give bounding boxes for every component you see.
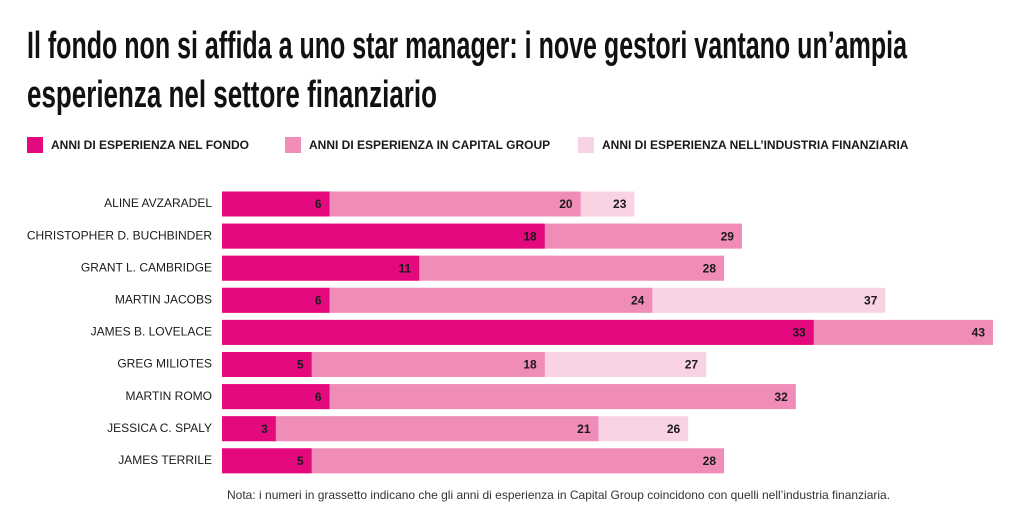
value-label: 23 <box>613 197 627 211</box>
category-label: MARTIN JACOBS <box>115 292 212 306</box>
category-label: JAMES TERRILE <box>118 453 212 467</box>
category-label: GRANT L. CAMBRIDGE <box>81 260 212 274</box>
category-label: GREG MILIOTES <box>117 357 212 371</box>
bar <box>222 448 312 474</box>
category-label: JESSICA C. SPALY <box>107 421 212 435</box>
category-label: JAMES B. LOVELACE <box>91 325 212 339</box>
value-label: 6 <box>315 293 322 307</box>
legend-swatch <box>285 137 301 153</box>
bar <box>222 191 330 217</box>
value-label: 3 <box>261 422 268 436</box>
chart-title: esperienza nel settore finanziario <box>27 74 437 116</box>
bar <box>222 255 420 281</box>
legend-swatch <box>578 137 594 153</box>
value-label: 32 <box>774 390 788 404</box>
bar <box>222 287 330 313</box>
bar <box>222 384 330 410</box>
value-label: 33 <box>792 326 806 340</box>
legend-label: ANNI DI ESPERIENZA NEL FONDO <box>51 138 249 152</box>
value-label: 37 <box>864 293 878 307</box>
note: Nota: i numeri in grassetto indicano che… <box>227 488 890 502</box>
value-label: 28 <box>703 261 717 275</box>
value-label: 28 <box>703 454 717 468</box>
value-label: 24 <box>631 293 645 307</box>
value-label: 26 <box>667 422 681 436</box>
category-label: CHRISTOPHER D. BUCHBINDER <box>27 228 212 242</box>
legend-swatch <box>27 137 43 153</box>
bar <box>222 416 276 442</box>
legend-label: ANNI DI ESPERIENZA IN CAPITAL GROUP <box>309 138 550 152</box>
chart-title: Il fondo non si affida a uno star manage… <box>27 25 908 67</box>
value-label: 27 <box>685 358 699 372</box>
value-label: 11 <box>399 261 412 275</box>
value-label: 18 <box>523 229 537 243</box>
bar <box>222 223 545 249</box>
value-label: 29 <box>721 229 735 243</box>
value-label: 5 <box>297 358 304 372</box>
value-label: 43 <box>972 326 986 340</box>
value-label: 5 <box>297 454 304 468</box>
value-label: 21 <box>577 422 591 436</box>
bar <box>222 416 599 442</box>
legend-label: ANNI DI ESPERIENZA NELL’INDUSTRIA FINANZ… <box>602 138 909 152</box>
value-label: 6 <box>315 197 322 211</box>
category-label: MARTIN ROMO <box>126 389 212 403</box>
value-label: 6 <box>315 390 322 404</box>
value-label: 20 <box>559 197 573 211</box>
bar <box>222 319 814 345</box>
bar <box>222 352 312 377</box>
value-label: 18 <box>523 358 537 372</box>
category-label: ALINE AVZARADEL <box>104 196 212 210</box>
